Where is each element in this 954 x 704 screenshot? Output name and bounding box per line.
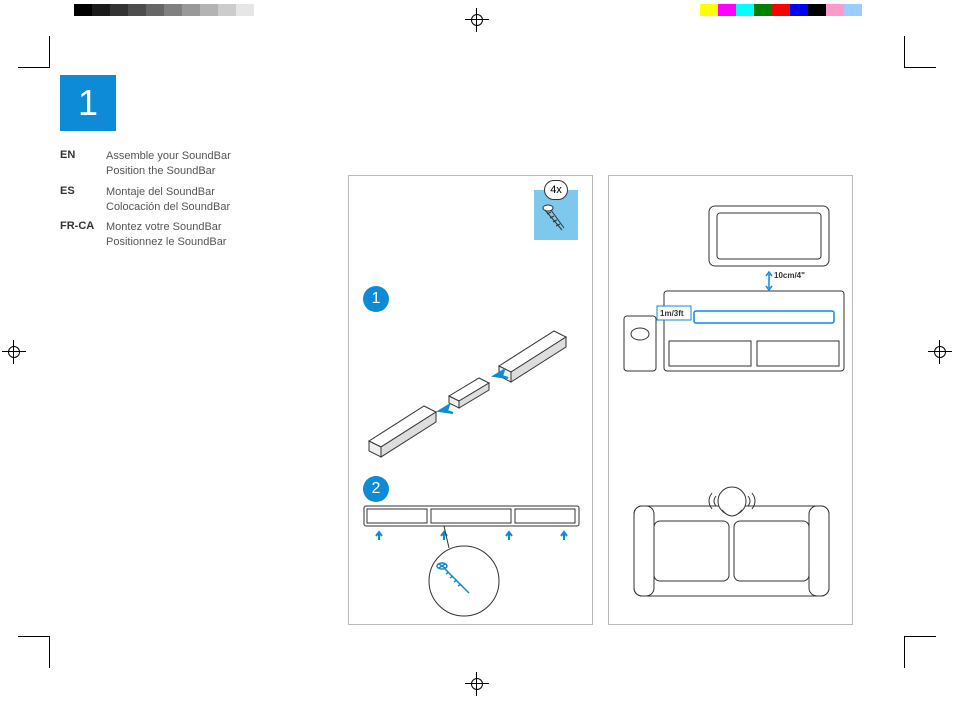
registration-swatch (128, 4, 146, 16)
registration-swatch (218, 4, 236, 16)
crop-mark (904, 36, 936, 68)
assembly-diagram-1 (349, 291, 594, 511)
room-top-diagram (609, 196, 854, 456)
registration-swatch (236, 4, 254, 16)
registration-swatch (146, 4, 164, 16)
registration-swatch (164, 4, 182, 16)
distance-side-label: 1m/3ft (660, 309, 684, 318)
registration-swatch (844, 4, 862, 16)
positioning-panel: 10cm/4" 1m/3ft (608, 175, 853, 625)
registration-swatch (182, 4, 200, 16)
registration-swatch (736, 4, 754, 16)
crop-mark (904, 636, 936, 668)
distance-top-label: 10cm/4" (774, 271, 805, 280)
registration-swatch (254, 4, 272, 16)
registration-swatch (808, 4, 826, 16)
language-text: Montez votre SoundBarPositionnez le Soun… (106, 220, 226, 250)
language-code: ES (60, 185, 106, 215)
registration-swatch (74, 4, 92, 16)
registration-cross-bottom (465, 672, 489, 696)
crop-mark (18, 36, 50, 68)
page-content: 1 ENAssemble your SoundBarPosition the S… (60, 75, 894, 629)
room-sofa-diagram (609, 466, 854, 626)
registration-swatch (754, 4, 772, 16)
assembly-diagram-2 (349, 496, 594, 626)
screw-count-box: 4x (534, 190, 578, 240)
registration-swatch (700, 4, 718, 16)
assembly-panel: 4x 1 (348, 175, 593, 625)
language-code: EN (60, 149, 106, 179)
registration-swatch (826, 4, 844, 16)
registration-cross-left (2, 340, 26, 364)
registration-swatch (200, 4, 218, 16)
registration-swatch (718, 4, 736, 16)
registration-swatch (92, 4, 110, 16)
registration-cross-top (465, 8, 489, 32)
registration-cross-right (928, 340, 952, 364)
crop-mark (18, 636, 50, 668)
registration-swatch (862, 4, 880, 16)
language-text: Assemble your SoundBarPosition the Sound… (106, 149, 231, 179)
language-code: FR-CA (60, 220, 106, 250)
registration-swatch (110, 4, 128, 16)
step-number-badge: 1 (60, 75, 116, 131)
registration-swatch (772, 4, 790, 16)
language-text: Montaje del SoundBarColocación del Sound… (106, 185, 230, 215)
screw-count-label: 4x (544, 180, 568, 200)
registration-swatch (790, 4, 808, 16)
